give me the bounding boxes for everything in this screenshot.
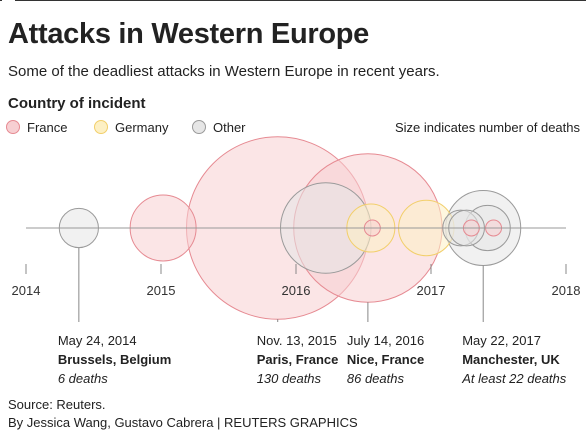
annotation-place: Brussels, Belgium — [58, 352, 171, 367]
other-swatch — [192, 120, 206, 134]
annotation-place: Nice, France — [347, 352, 424, 367]
germany-swatch — [94, 120, 108, 134]
annotation-deaths: 130 deaths — [257, 371, 322, 386]
year-tick-label: 2018 — [552, 283, 581, 298]
annotation-deaths: 86 deaths — [347, 371, 405, 386]
annotation-date: July 14, 2016 — [347, 333, 424, 348]
year-tick-label: 2016 — [282, 283, 311, 298]
year-tick-label: 2015 — [147, 283, 176, 298]
legend-label-france: France — [27, 120, 68, 135]
annotation-place: Manchester, UK — [462, 352, 560, 367]
annotation-place: Paris, France — [257, 352, 339, 367]
legend-title: Country of incident — [8, 95, 146, 112]
year-tick-label: 2014 — [12, 283, 41, 298]
annotation-deaths: At least 22 deaths — [461, 371, 567, 386]
axis-layer: 2014 2015 2016 2017 2018 — [12, 227, 581, 298]
france-swatch — [6, 120, 20, 134]
credit-line: By Jessica Wang, Gustavo Cabrera | REUTE… — [8, 415, 358, 430]
annotation-date: May 24, 2014 — [58, 333, 137, 348]
annotation-date: May 22, 2017 — [462, 333, 541, 348]
annotation-date: Nov. 13, 2015 — [257, 333, 337, 348]
annotations-layer: May 24, 2014 Brussels, Belgium 6 deaths Nov… — [58, 247, 567, 386]
chart-subtitle: Some of the deadliest attacks in Western… — [8, 63, 440, 80]
annotation-deaths: 6 deaths — [58, 371, 108, 386]
year-tick-label: 2017 — [417, 283, 446, 298]
chart-title: Attacks in Western Europe — [8, 18, 370, 50]
source-note: Source: Reuters. — [8, 397, 106, 412]
legend-label-germany: Germany — [115, 120, 169, 135]
top-rule — [0, 0, 586, 6]
legend-label-other: Other — [213, 120, 246, 135]
size-note: Size indicates number of deaths — [395, 120, 580, 135]
